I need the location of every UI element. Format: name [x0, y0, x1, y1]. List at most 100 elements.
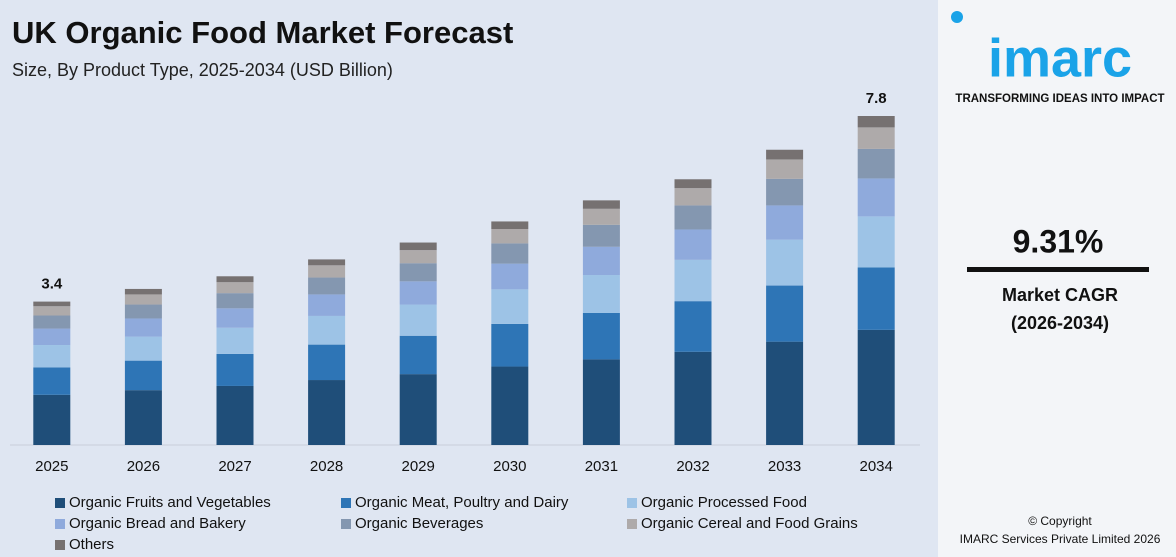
bar-segment	[216, 308, 254, 328]
bar-segment	[216, 282, 254, 294]
legend-swatch	[55, 498, 65, 508]
x-tick-label: 2027	[218, 458, 251, 475]
bar-segment	[33, 328, 71, 346]
bar-segment	[857, 178, 895, 217]
bar-segment	[33, 367, 71, 395]
bar-segment	[766, 341, 804, 445]
company: IMARC Services Private Limited 2026	[960, 532, 1161, 546]
x-tick-label: 2032	[676, 458, 709, 475]
bar-segment	[124, 336, 162, 361]
bar-segment	[857, 127, 895, 149]
bar-segment	[216, 293, 254, 309]
bar-segment	[33, 301, 71, 307]
bar-segment	[308, 259, 346, 266]
bar-segment	[582, 312, 620, 360]
legend-label: Organic Bread and Bakery	[69, 515, 246, 532]
bar-segment	[399, 374, 437, 445]
x-tick-label: 2025	[35, 458, 68, 475]
bar-segment	[399, 335, 437, 375]
x-tick-label: 2031	[585, 458, 618, 475]
bar-segment	[308, 277, 346, 295]
legend-label: Organic Meat, Poultry and Dairy	[355, 494, 569, 511]
bar-segment	[674, 179, 712, 189]
bar-segment	[491, 243, 529, 264]
bar-segment	[124, 360, 162, 391]
bar-segment	[124, 294, 162, 305]
legend-label: Organic Cereal and Food Grains	[641, 515, 858, 532]
side-panel	[938, 0, 1176, 557]
bar-segment	[124, 288, 162, 295]
bar-segment	[582, 359, 620, 445]
cagr-value: 9.31%	[1013, 223, 1104, 259]
bar-segment	[582, 200, 620, 209]
bar-segment	[766, 239, 804, 286]
bar-segment	[216, 385, 254, 445]
bar-segment	[582, 224, 620, 247]
bar-segment	[582, 275, 620, 313]
bar-segment	[674, 351, 712, 445]
bar-segment	[674, 301, 712, 352]
legend-swatch	[55, 519, 65, 529]
legend-swatch	[627, 498, 637, 508]
x-tick-label: 2030	[493, 458, 526, 475]
tagline: TRANSFORMING IDEAS INTO IMPACT	[955, 93, 1164, 105]
bar-segment	[582, 208, 620, 225]
bar-segment	[399, 263, 437, 282]
bar-segment	[33, 315, 71, 329]
bar-segment	[674, 259, 712, 302]
chart-subtitle: Size, By Product Type, 2025-2034 (USD Bi…	[12, 60, 393, 80]
bar-segment	[766, 178, 804, 206]
bar-segment	[491, 221, 529, 230]
bar-segment	[33, 394, 71, 445]
bar-segment	[308, 265, 346, 278]
legend-label: Organic Beverages	[355, 515, 483, 532]
bar-segment	[766, 159, 804, 179]
bar-segment	[857, 267, 895, 330]
bar-segment	[766, 149, 804, 160]
bar-segment	[308, 294, 346, 316]
bar-segment	[399, 304, 437, 336]
bar-segment	[857, 116, 895, 128]
bar-segment	[857, 216, 895, 268]
cagr-label: Market CAGR	[1002, 285, 1118, 305]
bar-segment	[216, 327, 254, 354]
bar-segment	[582, 246, 620, 276]
copyright: © Copyright	[1028, 514, 1092, 528]
legend-label: Organic Processed Food	[641, 494, 807, 511]
legend-swatch	[341, 519, 351, 529]
bar-segment	[399, 281, 437, 305]
x-tick-label: 2034	[860, 458, 893, 475]
legend-label: Others	[69, 536, 114, 553]
legend-swatch	[627, 519, 637, 529]
bar-segment	[308, 380, 346, 445]
bar-segment	[399, 242, 437, 251]
logo-dot	[951, 11, 963, 23]
bar-segment	[33, 306, 71, 316]
total-label: 3.4	[41, 276, 63, 293]
bar-segment	[674, 188, 712, 206]
legend-label: Organic Fruits and Vegetables	[69, 494, 271, 511]
bar-segment	[216, 276, 254, 283]
bar-segment	[857, 329, 895, 445]
bar-segment	[491, 263, 529, 290]
bar-segment	[766, 205, 804, 240]
bar-segment	[491, 229, 529, 244]
x-tick-label: 2028	[310, 458, 343, 475]
x-tick-label: 2026	[127, 458, 160, 475]
legend-swatch	[341, 498, 351, 508]
bar-segment	[33, 345, 71, 368]
legend-swatch	[55, 540, 65, 550]
chart-title: UK Organic Food Market Forecast	[12, 15, 513, 50]
divider	[967, 267, 1149, 272]
bar-segment	[216, 353, 254, 386]
cagr-period: (2026-2034)	[1011, 313, 1109, 333]
bar-segment	[491, 366, 529, 445]
x-tick-label: 2033	[768, 458, 801, 475]
bar-segment	[124, 304, 162, 319]
bar-segment	[308, 315, 346, 345]
bar-segment	[674, 229, 712, 260]
bar-segment	[124, 318, 162, 337]
x-tick-label: 2029	[402, 458, 435, 475]
bar-segment	[308, 344, 346, 381]
